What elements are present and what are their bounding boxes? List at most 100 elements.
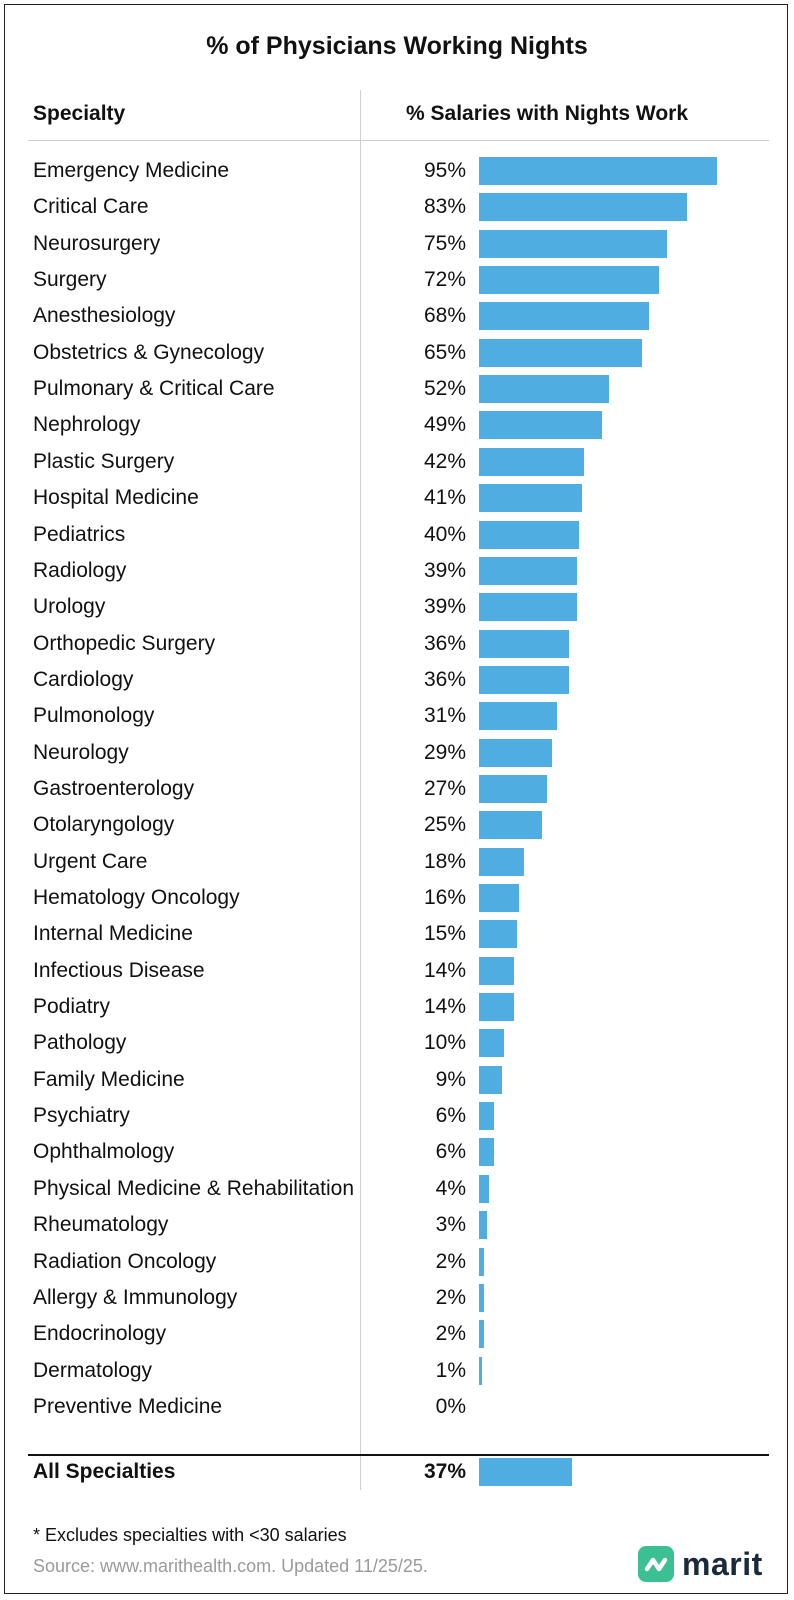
bar-row: Pediatrics 40% xyxy=(0,517,794,554)
bar xyxy=(479,1356,482,1385)
category-label: Neurosurgery xyxy=(33,231,161,255)
bar-row: Neurology 29% xyxy=(0,735,794,772)
value-label: 1% xyxy=(435,1358,466,1382)
bar-row: Otolaryngology 25% xyxy=(0,807,794,844)
category-label: Pulmonary & Critical Care xyxy=(33,377,275,401)
bar-row: Endocrinology 2% xyxy=(0,1316,794,1353)
bar xyxy=(479,1247,484,1276)
value-label: 41% xyxy=(423,486,466,510)
category-label: Cardiology xyxy=(33,667,134,691)
category-label: Podiatry xyxy=(33,995,111,1019)
category-label: Internal Medicine xyxy=(33,922,193,946)
value-label: 2% xyxy=(435,1322,466,1346)
total-bar xyxy=(479,1458,572,1486)
bar-row: Dermatology 1% xyxy=(0,1353,794,1390)
category-label: Gastroenterology xyxy=(33,776,195,800)
bar xyxy=(479,884,520,912)
category-label: Plastic Surgery xyxy=(33,449,175,473)
category-label: Physical Medicine & Rehabilitation xyxy=(33,1176,354,1200)
value-label: 36% xyxy=(423,631,466,655)
value-label: 95% xyxy=(423,159,466,182)
bar-row: Infectious Disease 14% xyxy=(0,953,794,990)
bar xyxy=(479,774,547,803)
bar xyxy=(479,1283,484,1312)
bar xyxy=(479,920,517,949)
bar-row: Radiation Oncology 2% xyxy=(0,1244,794,1281)
marit-logo: marit xyxy=(638,1544,763,1584)
bar-row: Critical Care 83% xyxy=(0,189,794,226)
value-label: 4% xyxy=(435,1176,466,1200)
bar xyxy=(479,1065,502,1094)
bar-row: Neurosurgery 75% xyxy=(0,226,794,263)
bar xyxy=(479,702,557,731)
bar-row: Radiology 39% xyxy=(0,553,794,590)
category-label: Dermatology xyxy=(33,1358,153,1382)
value-label: 27% xyxy=(423,776,466,800)
bar xyxy=(479,484,582,513)
category-label: Allergy & Immunology xyxy=(33,1285,238,1309)
bar-row: Rheumatology 3% xyxy=(0,1207,794,1244)
column-header-percent: % Salaries with Nights Work xyxy=(406,102,689,125)
category-label: Urology xyxy=(33,595,106,619)
bar xyxy=(479,629,570,658)
bar-row: Ophthalmology 6% xyxy=(0,1134,794,1171)
bar-row: Psychiatry 6% xyxy=(0,1098,794,1135)
bar xyxy=(479,375,610,404)
value-label: 42% xyxy=(423,449,466,473)
total-divider xyxy=(28,1454,769,1456)
bar-row: Surgery 72% xyxy=(0,262,794,299)
value-label: 49% xyxy=(423,413,466,437)
value-label: 3% xyxy=(435,1213,466,1237)
bar-row: Urgent Care 18% xyxy=(0,844,794,881)
category-label: Ophthalmology xyxy=(33,1140,175,1164)
category-label: Radiology xyxy=(33,558,127,582)
value-label: 2% xyxy=(435,1249,466,1273)
bar-row: Hematology Oncology 16% xyxy=(0,880,794,917)
category-label: Family Medicine xyxy=(33,1067,185,1091)
bar xyxy=(479,1138,495,1167)
value-label: 52% xyxy=(423,377,466,401)
value-label: 18% xyxy=(423,849,466,873)
category-label: Rheumatology xyxy=(33,1213,169,1237)
bar xyxy=(479,157,717,185)
value-label: 9% xyxy=(435,1067,466,1091)
bar-row: Pulmonary & Critical Care 52% xyxy=(0,371,794,408)
value-label: 31% xyxy=(423,704,466,728)
value-label: 29% xyxy=(423,740,466,764)
value-label: 36% xyxy=(423,667,466,691)
bar xyxy=(479,847,525,876)
category-label: Hospital Medicine xyxy=(33,486,199,510)
value-label: 0% xyxy=(435,1394,466,1418)
bar xyxy=(479,593,577,622)
value-label: 65% xyxy=(423,340,466,364)
marit-logo-icon xyxy=(638,1546,674,1582)
category-label: Neurology xyxy=(33,740,129,764)
bar xyxy=(479,1320,484,1349)
bar-row: Podiatry 14% xyxy=(0,989,794,1026)
bar xyxy=(479,738,552,767)
bar-row: Pulmonology 31% xyxy=(0,698,794,735)
column-header-specialty: Specialty xyxy=(33,102,126,125)
category-label: Pediatrics xyxy=(33,522,126,546)
bar xyxy=(479,193,687,222)
value-label: 6% xyxy=(435,1140,466,1164)
category-label: Psychiatry xyxy=(33,1104,130,1128)
bar xyxy=(479,956,515,985)
category-label: Obstetrics & Gynecology xyxy=(33,340,265,364)
total-value-label: 37% xyxy=(423,1460,466,1483)
footnote: * Excludes specialties with <30 salaries xyxy=(33,1525,347,1545)
bar xyxy=(479,266,660,295)
value-label: 16% xyxy=(423,886,466,909)
category-label: Pathology xyxy=(33,1031,127,1055)
value-label: 39% xyxy=(423,595,466,619)
chart-title: % of Physicians Working Nights xyxy=(206,32,588,60)
category-label: Otolaryngology xyxy=(33,813,175,837)
value-label: 40% xyxy=(423,522,466,546)
category-label: Radiation Oncology xyxy=(33,1249,217,1273)
bar-row: Allergy & Immunology 2% xyxy=(0,1280,794,1317)
bar-row: Anesthesiology 68% xyxy=(0,298,794,335)
bar xyxy=(479,556,577,585)
category-label: Pulmonology xyxy=(33,704,155,728)
category-label: Anesthesiology xyxy=(33,304,176,328)
bar-row: Hospital Medicine 41% xyxy=(0,480,794,517)
